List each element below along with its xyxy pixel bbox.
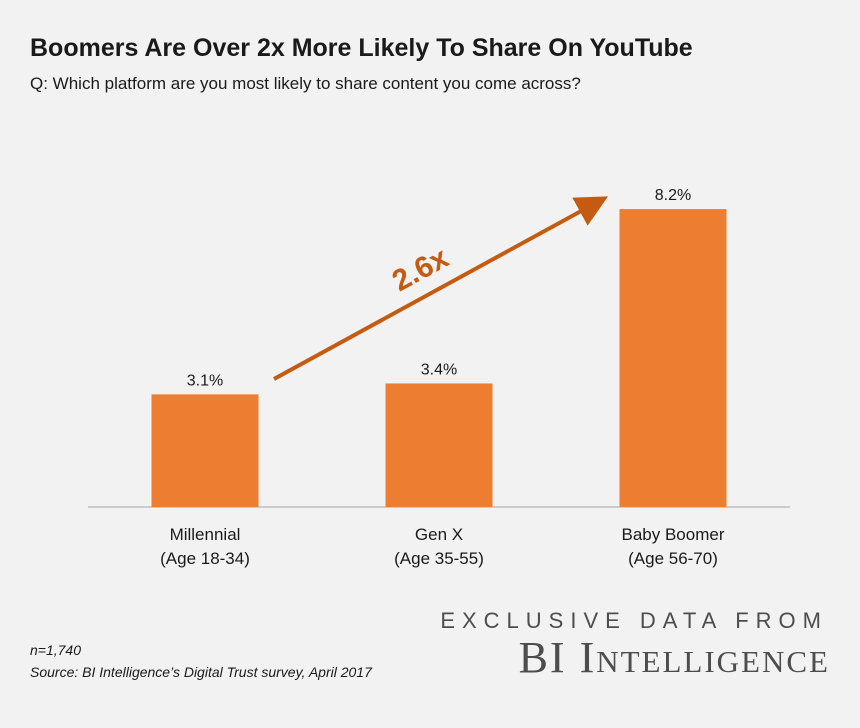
chart-title: Boomers Are Over 2x More Likely To Share…: [30, 34, 693, 62]
source-note: Source: BI Intelligence’s Digital Trust …: [30, 664, 372, 680]
x-tick-label: (Age 18-34): [160, 549, 250, 568]
x-tick-label: Millennial: [170, 525, 241, 544]
brand-logo: BI Intelligence: [518, 633, 830, 682]
brand-tagline: EXCLUSIVE DATA FROM: [440, 608, 828, 633]
bar: [619, 209, 727, 508]
sample-size-note: n=1,740: [30, 642, 81, 658]
data-label: 8.2%: [655, 187, 691, 204]
x-tick-label: (Age 35-55): [394, 549, 484, 568]
x-tick-label: (Age 56-70): [628, 549, 718, 568]
bar: [151, 394, 259, 507]
x-tick-label: Baby Boomer: [622, 525, 725, 544]
data-label: 3.4%: [421, 361, 457, 378]
chart-subtitle: Q: Which platform are you most likely to…: [30, 74, 581, 93]
bar-chart: 3.1% Millennial (Age 18-34) 3.4% Gen X (Age 3…: [88, 187, 790, 568]
growth-arrow: [273, 196, 609, 381]
growth-annotation-label: 2.6x: [387, 241, 454, 298]
data-label: 3.1%: [187, 372, 223, 389]
x-tick-label: Gen X: [415, 525, 463, 544]
bar: [385, 383, 493, 507]
